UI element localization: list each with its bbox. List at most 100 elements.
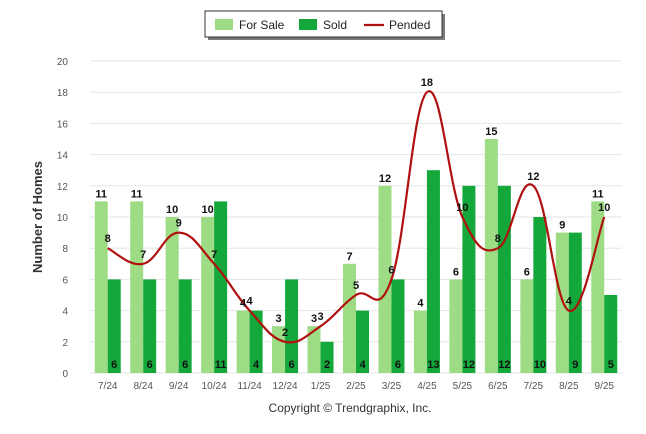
sold-value-label: 6 bbox=[289, 359, 295, 371]
data-labels: 1161161061011443632741264136121512610991… bbox=[95, 77, 613, 371]
for-sale-value-label: 6 bbox=[524, 266, 530, 278]
pended-value-label: 7 bbox=[140, 249, 146, 261]
x-tick-label: 4/25 bbox=[417, 381, 437, 392]
y-tick-label: 10 bbox=[57, 213, 69, 224]
y-tick-label: 14 bbox=[57, 151, 69, 162]
y-tick-label: 20 bbox=[57, 57, 69, 68]
legend-pended-label: Pended bbox=[389, 18, 430, 32]
y-tick-label: 16 bbox=[57, 119, 69, 130]
y-tick-label: 6 bbox=[62, 275, 68, 286]
sold-value-label: 12 bbox=[463, 359, 475, 371]
for-sale-bar bbox=[591, 201, 605, 373]
pended-value-label: 8 bbox=[495, 233, 501, 245]
sold-bar bbox=[568, 232, 582, 373]
pended-value-label: 12 bbox=[527, 171, 539, 183]
sold-value-label: 13 bbox=[427, 359, 439, 371]
sold-bar bbox=[462, 185, 476, 373]
x-tick-label: 10/24 bbox=[202, 381, 227, 392]
for-sale-value-label: 10 bbox=[166, 204, 178, 216]
pended-value-label: 9 bbox=[176, 218, 182, 230]
sold-value-label: 6 bbox=[147, 359, 153, 371]
pended-value-label: 2 bbox=[282, 327, 288, 339]
sold-bar bbox=[497, 185, 511, 373]
for-sale-bar bbox=[201, 217, 215, 373]
pended-value-label: 4 bbox=[247, 296, 254, 308]
for-sale-value-label: 3 bbox=[276, 313, 282, 325]
for-sale-value-label: 6 bbox=[453, 266, 459, 278]
legend-box bbox=[204, 10, 443, 38]
for-sale-bar bbox=[236, 310, 250, 373]
sold-bar bbox=[533, 217, 547, 373]
x-tick-label: 9/25 bbox=[595, 381, 615, 392]
sold-bar bbox=[178, 279, 192, 373]
sold-bar bbox=[214, 201, 228, 373]
y-tick-label: 4 bbox=[62, 307, 68, 318]
x-tick-label: 9/24 bbox=[169, 381, 189, 392]
for-sale-value-label: 12 bbox=[379, 173, 391, 185]
sold-value-label: 10 bbox=[534, 359, 546, 371]
legend-sold-label: Sold bbox=[323, 18, 347, 32]
pended-line bbox=[107, 90, 606, 344]
pended-value-label: 10 bbox=[456, 202, 468, 214]
for-sale-value-label: 10 bbox=[202, 204, 214, 216]
sold-bar bbox=[391, 279, 405, 373]
pended-line-group bbox=[107, 90, 606, 344]
for-sale-value-label: 4 bbox=[240, 298, 247, 310]
sold-swatch bbox=[299, 19, 317, 30]
x-tick-label: 2/25 bbox=[346, 381, 366, 392]
x-tick-label: 5/25 bbox=[453, 381, 473, 392]
for-sale-value-label: 7 bbox=[346, 251, 352, 263]
y-tick-label: 0 bbox=[62, 369, 68, 380]
for-sale-value-label: 9 bbox=[559, 220, 565, 232]
sold-value-label: 5 bbox=[608, 359, 614, 371]
for-sale-bar bbox=[130, 201, 144, 373]
pended-value-label: 3 bbox=[317, 311, 323, 323]
x-tick-label: 11/24 bbox=[237, 381, 262, 392]
sold-value-label: 4 bbox=[359, 359, 366, 371]
legend-for-sale-label: For Sale bbox=[239, 18, 285, 32]
for-sale-bar bbox=[307, 326, 321, 373]
sold-value-label: 12 bbox=[498, 359, 510, 371]
x-tick-labels: 7/24 8/24 9/24 10/24 11/24 12/24 1/25 2/25 3/25 4… bbox=[98, 381, 614, 392]
pended-value-label: 8 bbox=[105, 233, 111, 245]
y-tick-labels: 0 2 4 6 8 10 12 14 16 18 20 bbox=[57, 57, 69, 380]
x-tick-label: 8/25 bbox=[559, 381, 579, 392]
y-tick-label: 18 bbox=[57, 88, 69, 99]
sold-value-label: 4 bbox=[253, 359, 260, 371]
pended-value-label: 10 bbox=[598, 202, 610, 214]
for-sale-bar bbox=[378, 185, 392, 373]
pended-value-label: 18 bbox=[421, 77, 433, 89]
x-tick-label: 3/25 bbox=[382, 381, 402, 392]
for-sale-value-label: 11 bbox=[131, 188, 143, 200]
sold-bar bbox=[285, 279, 299, 373]
for-sale-bar bbox=[94, 201, 108, 373]
sold-value-label: 11 bbox=[215, 359, 227, 371]
legend: For Sale Sold Pended bbox=[204, 10, 445, 40]
for-sale-bar bbox=[165, 217, 179, 373]
y-axis-label: Number of Homes bbox=[30, 161, 45, 273]
for-sale-bar bbox=[413, 310, 427, 373]
for-sale-bar bbox=[484, 139, 498, 373]
y-tick-label: 12 bbox=[57, 182, 69, 193]
x-tick-label: 1/25 bbox=[311, 381, 331, 392]
for-sale-value-label: 3 bbox=[311, 313, 317, 325]
pended-value-label: 6 bbox=[388, 264, 394, 276]
sold-bar bbox=[249, 310, 263, 373]
sold-value-label: 6 bbox=[395, 359, 401, 371]
for-sale-value-label: 11 bbox=[592, 188, 604, 200]
x-tick-label: 12/24 bbox=[273, 381, 298, 392]
sold-bar bbox=[604, 295, 618, 373]
sold-bar bbox=[356, 310, 369, 373]
sold-bar bbox=[320, 341, 334, 373]
for-sale-bar bbox=[343, 263, 356, 373]
sold-bar bbox=[107, 279, 121, 373]
x-tick-label: 6/25 bbox=[488, 381, 508, 392]
for-sale-value-label: 4 bbox=[417, 298, 424, 310]
sold-value-label: 9 bbox=[572, 359, 578, 371]
y-tick-label: 2 bbox=[62, 338, 68, 349]
for-sale-swatch bbox=[215, 19, 233, 30]
for-sale-bar bbox=[449, 279, 463, 373]
for-sale-bar bbox=[520, 279, 534, 373]
x-tick-label: 7/25 bbox=[524, 381, 544, 392]
pended-value-label: 7 bbox=[211, 249, 217, 261]
